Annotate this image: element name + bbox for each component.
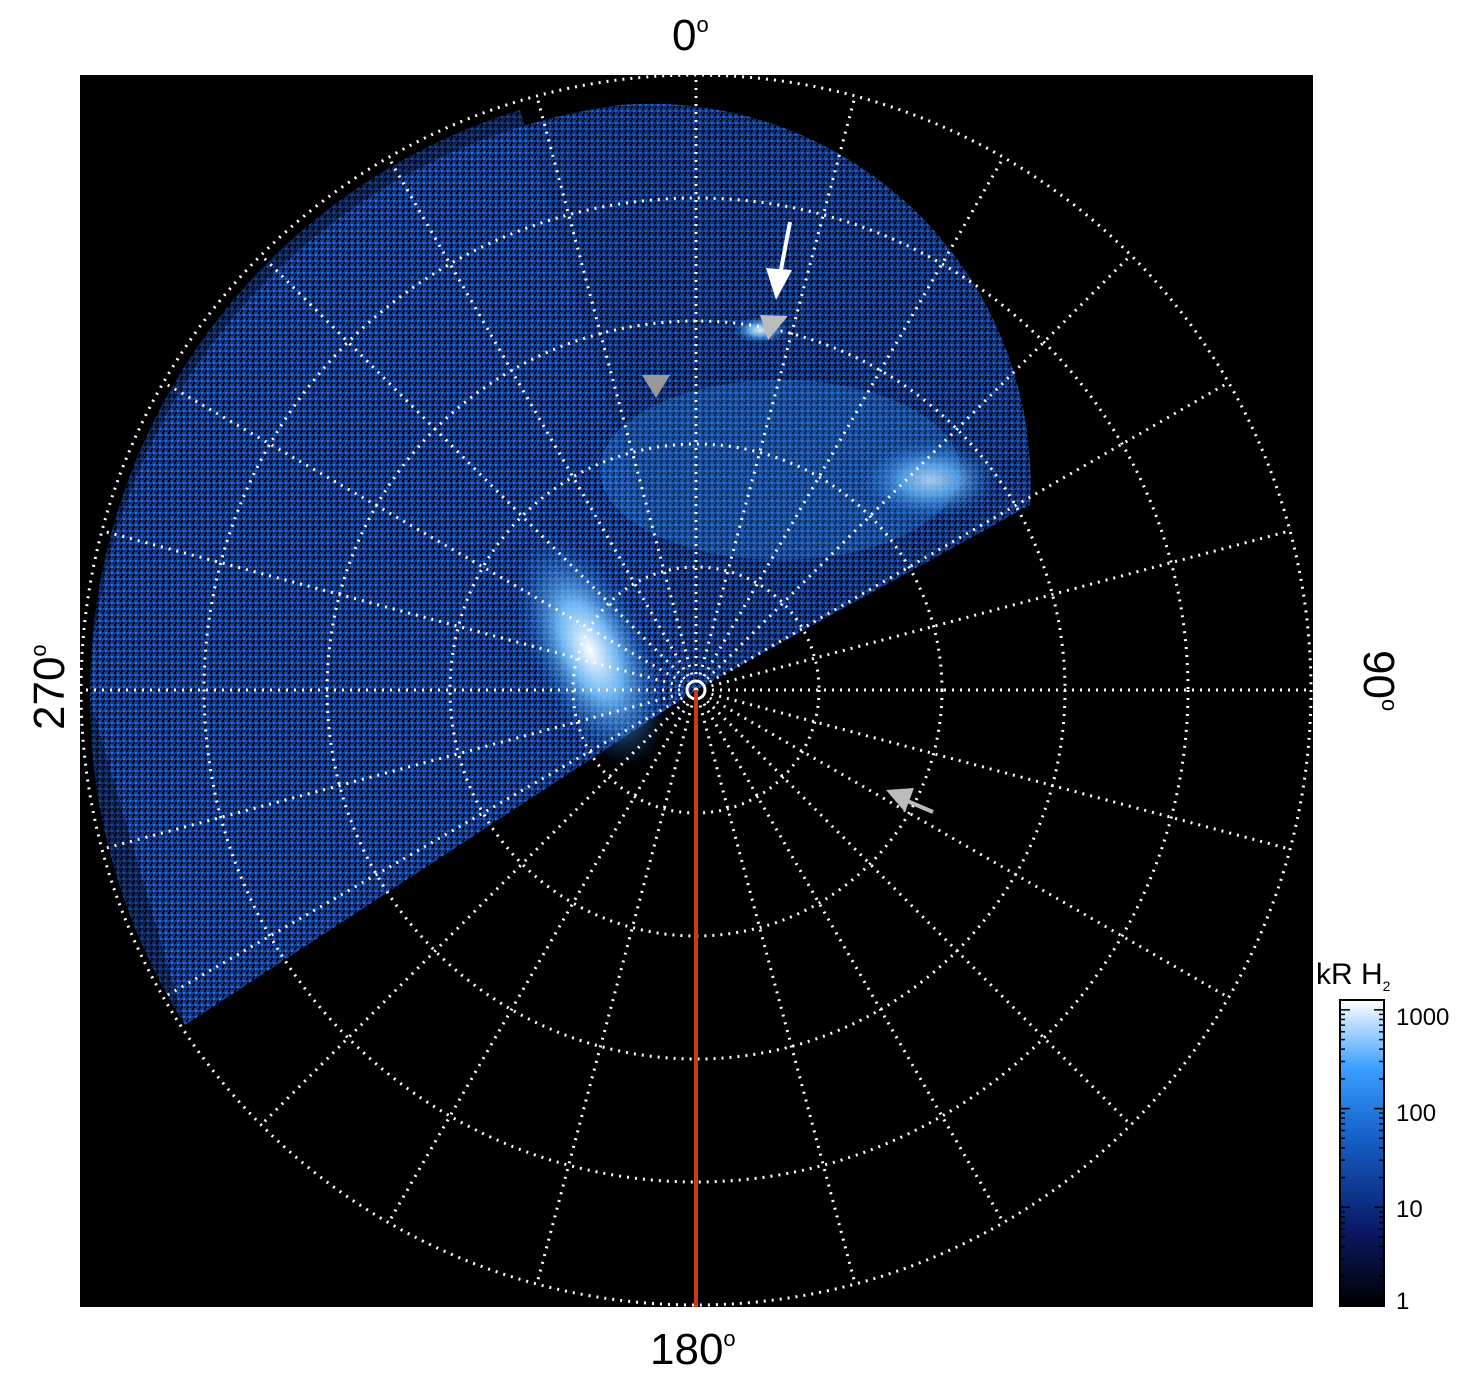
colorbar [1339,999,1385,1307]
grid-meridian [694,156,1005,691]
grid-meridian [387,156,698,691]
grid-meridian [162,688,697,999]
grid-meridian [694,95,857,691]
grid-meridian [694,254,1132,692]
colorbar-tick-label: 10 [1396,1196,1423,1223]
colorbar-tick-label: 1 [1396,1288,1410,1315]
grid-meridian [162,381,697,692]
grid-meridian [535,95,698,691]
grid-meridian [535,689,698,1285]
grid-ring [202,196,1190,1184]
label-180-deg: 180o [650,1325,736,1374]
gray-arrowhead-1 [760,315,788,340]
grid-meridian [387,689,698,1224]
label-270-deg: 270o [25,644,74,730]
grid-ring [448,442,944,938]
grid-meridian [694,689,1005,1224]
grid-meridian [695,688,1230,999]
grid-meridian [101,688,697,851]
gray-arrow [886,788,934,814]
grid-meridian [695,381,1230,692]
main-emission-arc [514,533,666,767]
grid-meridian [260,254,698,692]
label-90-deg: 90o [1354,650,1403,712]
grid-meridian [101,529,697,692]
grid-ring [79,73,1313,1307]
diffuse-emission [600,380,960,560]
grid-meridian [695,688,1291,851]
colorbar-ticks [1340,1009,1384,1307]
secondary-emission-arc [860,440,1000,520]
colorbar-tick-label: 1000 [1396,1004,1450,1031]
gray-arrowhead-2 [642,375,670,398]
grid-meridian [694,689,857,1285]
colorbar-tick-label: 100 [1396,1100,1437,1127]
observed-sector-outer [89,110,696,1025]
grid-meridian [694,688,1132,1126]
white-arrow [766,221,792,300]
grid-meridian [260,688,698,1126]
label-0-deg: 0o [672,11,709,60]
grid-meridian [695,529,1291,692]
polar-grid [79,73,1313,1307]
colorbar-title: kR H2 [1316,958,1391,994]
